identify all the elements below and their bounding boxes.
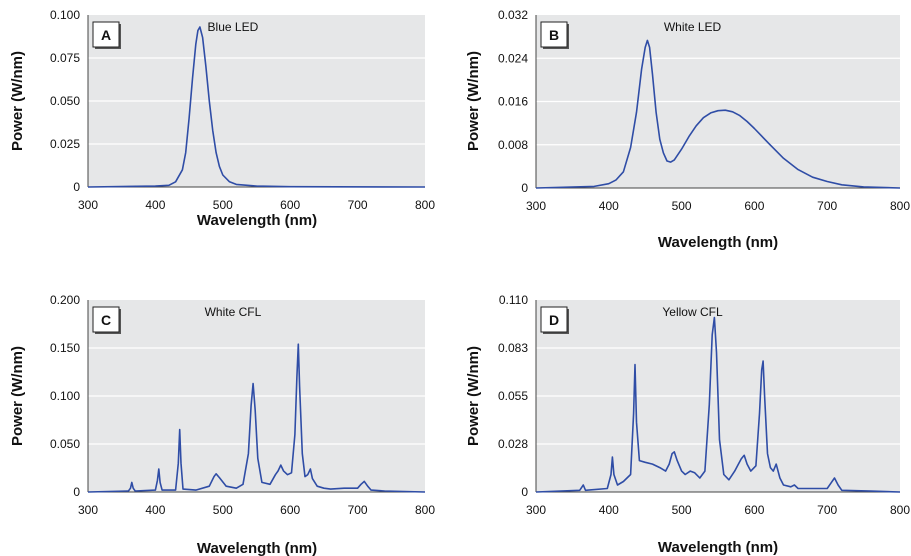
y-tick-label-b: 0.016 — [498, 95, 528, 109]
panel-badge-a — [92, 21, 120, 48]
x-tick-label-a: 300 — [78, 198, 98, 212]
y-tick-label-d: 0.055 — [498, 389, 528, 403]
panel-badge-b — [540, 21, 568, 48]
y-tick-label-d: 0.110 — [499, 293, 528, 307]
y-tick-label-c: 0.150 — [50, 341, 80, 355]
y-tick-label-a: 0.050 — [50, 94, 80, 108]
x-tick-label-c: 800 — [415, 503, 435, 517]
x-tick-label-b: 400 — [599, 199, 619, 213]
y-axis-label-a: Power (W/nm) — [9, 51, 26, 151]
x-tick-label-c: 500 — [213, 503, 233, 517]
x-tick-label-c: 600 — [280, 503, 300, 517]
series-line-c — [87, 343, 426, 493]
series-line-a — [87, 26, 426, 188]
x-tick-label-c: 300 — [78, 503, 98, 517]
x-tick-label-d: 600 — [744, 503, 764, 517]
y-tick-label-a: 0.075 — [50, 51, 80, 65]
x-tick-label-a: 400 — [145, 198, 165, 212]
chart-panel-b: 0 0.008 0.016 0.024 0.032 300 400 500 600 700 800 B… — [465, 8, 910, 251]
y-tick-label-d: 0.028 — [498, 437, 528, 451]
y-tick-label-b: 0.032 — [498, 8, 528, 22]
series-line-d — [535, 316, 901, 493]
panel-label-d: D — [549, 312, 559, 328]
series-line-b — [535, 39, 901, 189]
x-tick-label-a: 800 — [415, 198, 435, 212]
y-tick-label-c: 0.050 — [50, 437, 80, 451]
chart-title-c: White CFL — [205, 305, 262, 319]
y-tick-label-a: 0.025 — [50, 137, 80, 151]
chart-title-a: Blue LED — [208, 20, 259, 34]
panel-label-a: A — [101, 27, 111, 43]
x-tick-label-d: 700 — [817, 503, 837, 517]
y-tick-label-b: 0 — [521, 181, 528, 195]
y-tick-label-a: 0.100 — [50, 8, 80, 22]
panel-label-b: B — [549, 27, 559, 43]
y-tick-label-c: 0.200 — [50, 293, 80, 307]
x-tick-label-b: 800 — [890, 199, 910, 213]
panel-label-c: C — [101, 312, 111, 328]
y-axis-label-c: Power (W/nm) — [9, 346, 26, 446]
x-tick-label-b: 300 — [526, 199, 546, 213]
y-tick-label-b: 0.008 — [498, 138, 528, 152]
x-axis-label-b: Wavelength (nm) — [658, 234, 778, 251]
y-axis-label-d: Power (W/nm) — [465, 346, 482, 446]
x-tick-label-d: 400 — [599, 503, 619, 517]
y-tick-label-d: 0.083 — [498, 341, 528, 355]
x-tick-label-a: 700 — [348, 198, 368, 212]
x-tick-label-a: 500 — [213, 198, 233, 212]
x-tick-label-b: 600 — [744, 199, 764, 213]
x-tick-label-b: 700 — [817, 199, 837, 213]
y-tick-label-c: 0.100 — [50, 389, 80, 403]
chart-panel-c: 0 0.050 0.100 0.150 0.200 300 400 500 600 700 800 C… — [9, 293, 435, 556]
chart-panel-a: 0 0.025 0.050 0.075 0.100 300 400 500 600 700 800 A… — [9, 8, 435, 229]
x-tick-label-b: 500 — [672, 199, 692, 213]
y-axis-label-b: Power (W/nm) — [465, 51, 482, 151]
y-tick-label-d: 0 — [521, 485, 528, 499]
x-tick-label-d: 300 — [526, 503, 546, 517]
x-tick-label-c: 700 — [348, 503, 368, 517]
x-axis-label-d: Wavelength (nm) — [658, 539, 778, 556]
x-axis-label-c: Wavelength (nm) — [197, 540, 317, 556]
x-tick-label-a: 600 — [280, 198, 300, 212]
chart-panel-d: 0 0.028 0.055 0.083 0.110 300 400 500 600 700 800 D… — [465, 293, 910, 556]
x-tick-label-c: 400 — [145, 503, 165, 517]
panel-badge-d — [540, 306, 568, 333]
y-tick-label-b: 0.024 — [498, 51, 528, 65]
panel-badge-c — [92, 306, 120, 333]
chart-title-d: Yellow CFL — [662, 305, 723, 319]
y-tick-label-a: 0 — [73, 180, 80, 194]
chart-title-b: White LED — [664, 20, 722, 34]
x-tick-label-d: 500 — [672, 503, 692, 517]
y-tick-label-c: 0 — [73, 485, 80, 499]
x-tick-label-d: 800 — [890, 503, 910, 517]
x-axis-label-a: Wavelength (nm) — [197, 212, 317, 229]
